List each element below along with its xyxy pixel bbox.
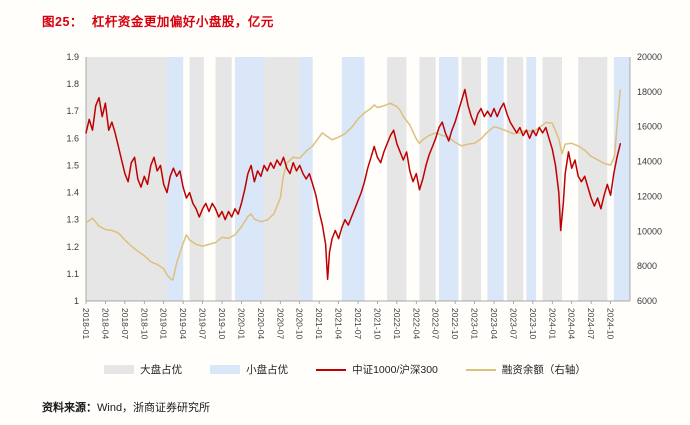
left-axis-tick-label: 1.2 (66, 242, 79, 252)
legend-item-margin-balance: 融资余额（右轴） (465, 362, 586, 377)
x-axis-label: 2018-01 (81, 308, 91, 339)
x-axis-label: 2022-01 (392, 308, 402, 339)
right-axis-tick-label: 18000 (637, 87, 662, 97)
left-axis-tick-label: 1.8 (66, 79, 79, 89)
right-axis-tick-label: 14000 (637, 157, 662, 167)
large-cap-band (419, 57, 436, 301)
left-axis-tick-label: 1.6 (66, 133, 79, 143)
figure-title: 图25： 杠杆资金更加偏好小盘股，亿元 (42, 11, 274, 30)
small-cap-band (439, 57, 459, 301)
left-axis-tick-label: 1.7 (66, 106, 79, 116)
right-axis-tick-label: 12000 (637, 191, 662, 201)
x-axis-label: 2023-04 (489, 308, 499, 339)
right-axis-tick-label: 20000 (637, 52, 662, 62)
x-axis-label: 2023-10 (528, 308, 538, 339)
ratio-line (85, 88, 622, 281)
right-axis-tick-label: 16000 (637, 122, 662, 132)
right-axis-tick-label: 6000 (637, 296, 657, 306)
x-axis-label: 2018-07 (120, 308, 130, 339)
source-note: 资料来源：Wind，浙商证券研究所 (42, 399, 210, 415)
large-cap-band (507, 57, 524, 301)
source-label: 资料来源： (42, 402, 97, 414)
left-axis-tick-label: 1.4 (66, 188, 79, 198)
small-cap-band-swatch (210, 365, 241, 374)
x-axis-label: 2024-10 (606, 308, 616, 339)
margin-balance-line (85, 89, 622, 281)
left-axis-tick-label: 1.1 (66, 269, 79, 279)
chart-legend: 大盘占优 小盘占优 中证1000/沪深300 融资余额（右轴） (0, 362, 690, 377)
legend-item-small-cap: 小盘占优 (210, 362, 288, 377)
large-cap-band (542, 57, 562, 301)
left-axis-tick-label: 1.3 (66, 215, 79, 225)
legend-item-ratio: 中证1000/沪深300 (316, 362, 438, 377)
x-axis-label: 2018-10 (139, 308, 149, 339)
left-axis-tick-label: 1.9 (66, 52, 79, 62)
x-axis-label: 2020-04 (256, 308, 266, 339)
left-axis-tick-label: 1 (74, 296, 79, 306)
x-axis-label: 2021-04 (334, 308, 344, 339)
legend-item-large-cap: 大盘占优 (104, 362, 182, 377)
left-axis-tick-label: 1.5 (66, 160, 79, 170)
x-axis-label: 2024-01 (547, 308, 557, 339)
large-cap-band (461, 57, 481, 301)
x-axis-label: 2020-07 (275, 308, 285, 339)
x-axis-label: 2022-10 (450, 308, 460, 339)
right-axis-tick-label: 8000 (637, 261, 657, 271)
ratio-line-swatch (316, 368, 347, 371)
small-cap-band (613, 57, 630, 301)
legend-label: 融资余额（右轴） (501, 364, 586, 376)
legend-label: 大盘占优 (140, 364, 183, 376)
legend-label: 小盘占优 (246, 364, 289, 376)
x-axis-label: 2019-07 (198, 308, 208, 339)
x-axis-label: 2019-01 (159, 308, 169, 339)
small-cap-band (487, 57, 504, 301)
dual-axis-line-chart: 1.9 1.8 1.7 1.6 1.5 1.4 1.3 1.2 1.1 1 20000 18000 16… (66, 52, 662, 339)
large-cap-band (387, 57, 407, 301)
small-cap-band (341, 57, 365, 301)
figure-number: 图25： (42, 15, 83, 29)
x-axis-label: 2023-07 (508, 308, 518, 339)
x-axis-label: 2023-01 (470, 308, 480, 339)
x-axis-label: 2022-04 (411, 308, 421, 339)
small-cap-band (526, 57, 537, 301)
x-axis-label: 2019-04 (178, 308, 188, 339)
margin-balance-line-swatch (465, 368, 496, 371)
x-axis-label: 2020-01 (236, 308, 246, 339)
large-cap-band (264, 57, 300, 301)
x-axis-label: 2024-07 (586, 308, 596, 339)
x-axis-label: 2019-10 (217, 308, 227, 339)
large-cap-band (215, 57, 232, 301)
x-axis-label: 2021-10 (372, 308, 382, 339)
large-cap-band (189, 57, 204, 301)
x-axis-label: 2020-10 (295, 308, 305, 339)
large-cap-band-swatch (104, 365, 135, 374)
small-cap-band (167, 57, 184, 301)
legend-label: 中证1000/沪深300 (352, 364, 438, 376)
x-axis-label: 2024-04 (567, 308, 577, 339)
right-axis-tick-label: 10000 (637, 226, 662, 236)
source-text: Wind，浙商证券研究所 (97, 402, 211, 414)
x-axis-label: 2018-04 (100, 308, 110, 339)
x-axis-label: 2022-07 (431, 308, 441, 339)
small-cap-band (235, 57, 265, 301)
x-axis-label: 2021-07 (353, 308, 363, 339)
figure-title-text: 杠杆资金更加偏好小盘股，亿元 (91, 15, 274, 29)
x-axis-label: 2021-01 (314, 308, 324, 339)
